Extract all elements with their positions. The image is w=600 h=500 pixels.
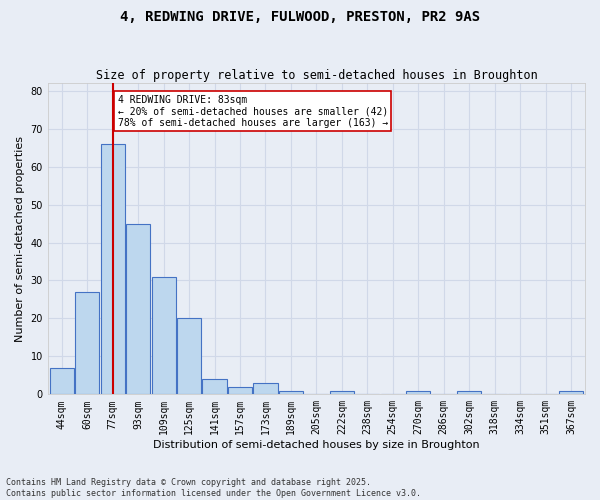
Bar	[253, 383, 278, 394]
Bar	[457, 390, 481, 394]
Y-axis label: Number of semi-detached properties: Number of semi-detached properties	[15, 136, 25, 342]
Bar	[202, 379, 227, 394]
Bar	[75, 292, 100, 394]
Text: 4, REDWING DRIVE, FULWOOD, PRESTON, PR2 9AS: 4, REDWING DRIVE, FULWOOD, PRESTON, PR2 …	[120, 10, 480, 24]
Bar	[126, 224, 150, 394]
Bar	[50, 368, 74, 394]
Bar	[279, 390, 303, 394]
Bar	[330, 390, 354, 394]
Bar	[152, 276, 176, 394]
Text: 4 REDWING DRIVE: 83sqm
← 20% of semi-detached houses are smaller (42)
78% of sem: 4 REDWING DRIVE: 83sqm ← 20% of semi-det…	[118, 94, 388, 128]
X-axis label: Distribution of semi-detached houses by size in Broughton: Distribution of semi-detached houses by …	[153, 440, 480, 450]
Bar	[177, 318, 201, 394]
Bar	[228, 386, 252, 394]
Title: Size of property relative to semi-detached houses in Broughton: Size of property relative to semi-detach…	[95, 69, 537, 82]
Bar	[406, 390, 430, 394]
Bar	[559, 390, 583, 394]
Bar	[101, 144, 125, 395]
Text: Contains HM Land Registry data © Crown copyright and database right 2025.
Contai: Contains HM Land Registry data © Crown c…	[6, 478, 421, 498]
